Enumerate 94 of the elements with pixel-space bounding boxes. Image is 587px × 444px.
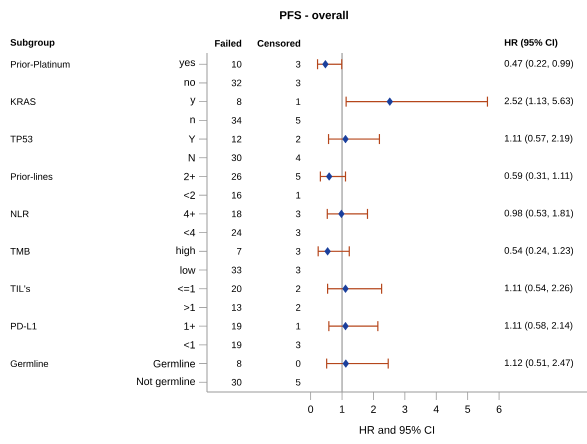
- y-tick-label: <=1: [178, 285, 195, 292]
- point: [342, 359, 350, 368]
- y-tick-label: n: [190, 118, 195, 124]
- y-tick-label: 4+: [184, 210, 195, 218]
- point: [324, 247, 331, 256]
- annotation: 2: [296, 304, 300, 311]
- annotation: 3: [296, 342, 300, 348]
- text: PD-L1: [10, 322, 37, 330]
- annotation: 1.11 (0.57, 2.19): [504, 134, 572, 144]
- y-tick-label: yes: [179, 60, 196, 68]
- point: [342, 322, 349, 330]
- annotation: 8: [236, 98, 242, 105]
- annotation: 12: [232, 136, 242, 142]
- y-tick-label: Not germline: [137, 377, 195, 388]
- text: Failed: [215, 40, 242, 47]
- y-tick-label: no: [184, 80, 196, 86]
- annotation: 5: [296, 117, 300, 124]
- annotation: 16: [232, 192, 242, 199]
- annotation: 34: [232, 116, 242, 124]
- annotation: 5: [296, 378, 300, 386]
- annotation: 33: [232, 266, 242, 274]
- x-tick-label: 1: [340, 406, 344, 413]
- annotation: 3: [296, 229, 300, 236]
- x-tick-label: 2: [371, 406, 376, 413]
- annotation: 1: [296, 192, 300, 198]
- y-tick-label: N: [188, 154, 195, 162]
- text: Germline: [10, 360, 48, 368]
- annotation: 2: [296, 136, 300, 142]
- x-tick-label: 6: [496, 406, 502, 413]
- annotation: 0.54 (0.24, 1.23): [504, 246, 574, 256]
- annotation: 8: [236, 360, 242, 367]
- point: [342, 284, 349, 293]
- annotation: 26: [232, 173, 242, 180]
- annotation: 1.12 (0.51, 2.47): [504, 359, 574, 368]
- annotation: 4: [296, 154, 301, 162]
- text: KRAS: [10, 98, 36, 105]
- y-tick-label: high: [176, 246, 195, 256]
- annotation: 20: [232, 285, 242, 292]
- y-tick-label: low: [180, 266, 196, 274]
- annotation: 3: [296, 60, 300, 68]
- point: [322, 60, 329, 68]
- text: Subgroup: [10, 38, 54, 48]
- annotation: 13: [232, 304, 242, 311]
- text: TP53: [10, 136, 32, 142]
- annotation: 30: [232, 378, 242, 386]
- chart-title: PFS - overall: [280, 10, 348, 20]
- y-tick-label: Germline: [154, 360, 196, 368]
- point: [326, 172, 332, 181]
- text: TMB: [10, 248, 30, 255]
- y-tick-label: >1: [184, 304, 195, 312]
- annotation: 0: [296, 360, 300, 367]
- annotation: 2: [296, 285, 300, 292]
- y-tick-label: 2+: [184, 172, 195, 180]
- annotation: 3: [296, 210, 300, 218]
- y-tick-label: y: [190, 98, 196, 106]
- annotation: 24: [232, 229, 242, 236]
- y-tick-label: <1: [184, 341, 195, 348]
- annotation: 0.59 (0.31, 1.11): [504, 172, 572, 181]
- annotation: 3: [296, 248, 300, 255]
- annotation: 10: [232, 60, 242, 68]
- y-tick-label: <2: [184, 192, 195, 199]
- text: Prior-Platinum: [10, 60, 70, 68]
- annotation: 5: [296, 173, 300, 180]
- text: NLR: [10, 210, 29, 218]
- annotation: 1: [296, 98, 300, 105]
- annotation: 19: [232, 342, 242, 348]
- annotation: 2.52 (1.13, 5.63): [504, 97, 574, 106]
- y-tick-label: <4: [184, 229, 196, 236]
- annotation: 3: [296, 266, 300, 274]
- x-tick-label: 4: [434, 406, 439, 413]
- annotation: 1.11 (0.58, 2.14): [504, 322, 572, 331]
- annotation: 19: [232, 322, 242, 330]
- point: [342, 134, 349, 144]
- annotation: 0.98 (0.53, 1.81): [504, 209, 574, 218]
- annotation: 3: [296, 80, 300, 86]
- annotation: 30: [232, 154, 242, 162]
- x-tick-label: 3: [402, 406, 408, 413]
- point: [338, 210, 345, 218]
- annotation: 1: [296, 322, 300, 330]
- annotation: 32: [232, 80, 242, 86]
- text: Censored: [258, 40, 300, 47]
- annotation: 7: [237, 248, 242, 255]
- x-tick-label: 0: [308, 406, 314, 413]
- text: Prior-lines: [10, 172, 52, 180]
- y-tick-label: Y: [188, 135, 196, 143]
- text: TIL's: [10, 285, 30, 292]
- annotation: 18: [232, 210, 242, 218]
- annotation: 0.47 (0.22, 0.99): [504, 60, 574, 69]
- x-axis-title: HR and 95% CI: [360, 426, 434, 434]
- annotation: 1.11 (0.54, 2.26): [504, 284, 572, 294]
- point: [386, 97, 393, 106]
- text: HR (95% CI): [504, 38, 558, 48]
- x-tick-label: 5: [465, 406, 470, 413]
- y-tick-label: 1+: [184, 322, 195, 330]
